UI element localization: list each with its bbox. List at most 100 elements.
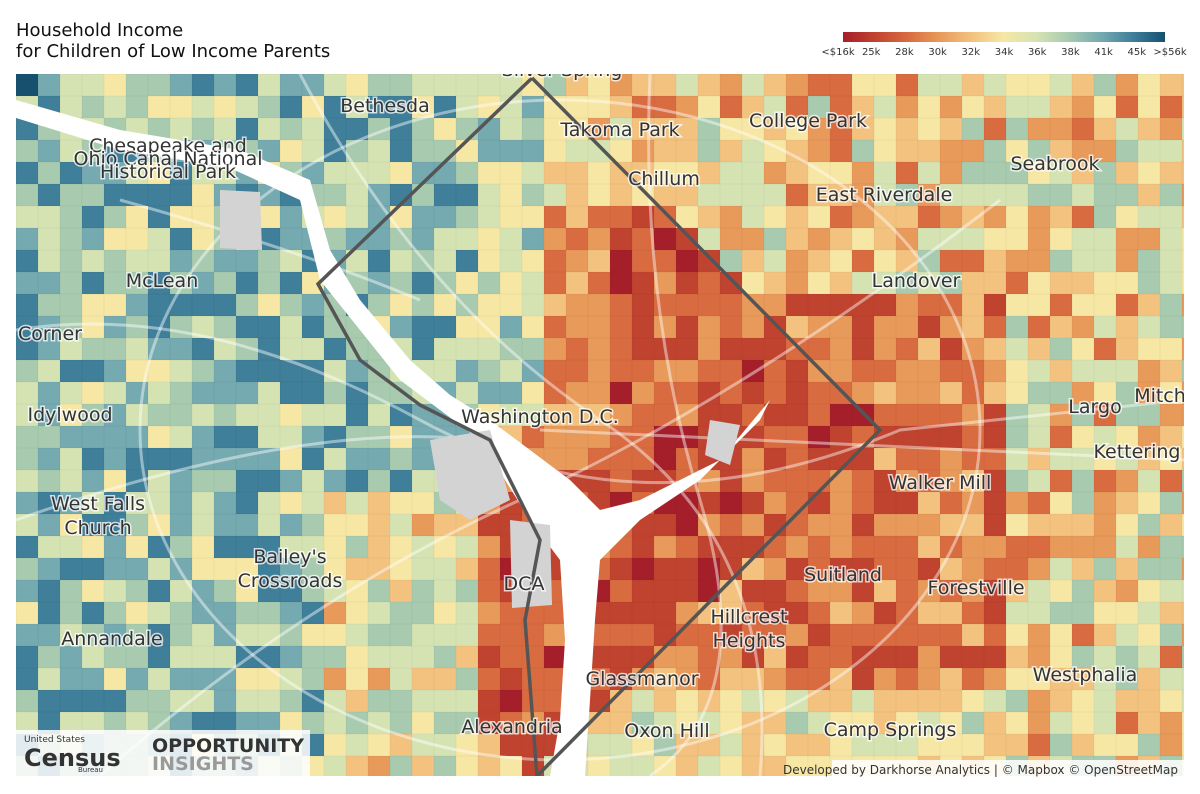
tract xyxy=(1181,315,1184,339)
tract xyxy=(1159,161,1183,185)
tract xyxy=(521,139,545,163)
tract xyxy=(433,601,457,625)
tract xyxy=(609,755,633,776)
tract xyxy=(1159,139,1183,163)
tract xyxy=(763,315,787,339)
tract xyxy=(1071,623,1095,647)
tract xyxy=(59,425,83,449)
tract xyxy=(455,205,479,229)
tract xyxy=(1027,95,1051,119)
tract xyxy=(279,95,303,119)
tract xyxy=(895,74,919,97)
tract xyxy=(939,689,963,713)
tract xyxy=(213,315,237,339)
tract xyxy=(1005,645,1029,669)
tract xyxy=(1071,293,1095,317)
tract xyxy=(16,161,39,185)
tract xyxy=(1071,601,1095,625)
tract xyxy=(81,183,105,207)
tract xyxy=(323,491,347,515)
tract xyxy=(543,359,567,383)
tract xyxy=(1159,359,1183,383)
tract xyxy=(1049,359,1073,383)
tract xyxy=(1027,579,1051,603)
tract xyxy=(81,535,105,559)
tract xyxy=(983,337,1007,361)
tract xyxy=(675,623,699,647)
tract xyxy=(807,425,831,449)
tract xyxy=(477,601,501,625)
tract xyxy=(1159,711,1183,735)
tract xyxy=(367,249,391,273)
tract xyxy=(895,359,919,383)
tract xyxy=(961,183,985,207)
tract xyxy=(1005,689,1029,713)
tract xyxy=(411,579,435,603)
tract xyxy=(653,359,677,383)
tract xyxy=(499,689,523,713)
tract xyxy=(961,161,985,185)
tract xyxy=(565,381,589,405)
tract xyxy=(1137,491,1161,515)
tract xyxy=(697,337,721,361)
tract xyxy=(367,733,391,757)
tract xyxy=(983,381,1007,405)
place-line: West Falls xyxy=(51,493,145,515)
tract xyxy=(169,425,193,449)
title-line: Household Income xyxy=(16,20,183,41)
tract xyxy=(81,601,105,625)
tract xyxy=(1005,733,1029,757)
tract xyxy=(389,293,413,317)
tract xyxy=(16,271,39,295)
tract xyxy=(1027,711,1051,735)
tract xyxy=(103,579,127,603)
tract xyxy=(939,491,963,515)
tract xyxy=(1049,601,1073,625)
tract xyxy=(1049,183,1073,207)
tract xyxy=(961,601,985,625)
legend-label: 25k xyxy=(862,47,881,58)
tract xyxy=(719,161,743,185)
tract xyxy=(1071,227,1095,251)
tract xyxy=(103,689,127,713)
tract xyxy=(191,491,215,515)
tract xyxy=(719,491,743,515)
tract xyxy=(1159,74,1183,97)
tract xyxy=(367,535,391,559)
tract xyxy=(609,645,633,669)
legend-label: 34k xyxy=(995,47,1014,58)
tract xyxy=(37,425,61,449)
tract xyxy=(939,601,963,625)
tract xyxy=(939,645,963,669)
tract xyxy=(103,337,127,361)
tract xyxy=(961,733,985,757)
tract xyxy=(279,139,303,163)
tract xyxy=(389,315,413,339)
tract xyxy=(235,601,259,625)
tract xyxy=(59,183,83,207)
tract xyxy=(191,645,215,669)
place-line: Mitch xyxy=(1134,385,1186,407)
tract xyxy=(1181,667,1184,691)
tract xyxy=(1005,381,1029,405)
tract xyxy=(917,161,941,185)
tract xyxy=(279,315,303,339)
tract xyxy=(279,271,303,295)
tract xyxy=(1093,469,1117,493)
tract xyxy=(477,579,501,603)
tract xyxy=(477,667,501,691)
tract xyxy=(1071,733,1095,757)
tract xyxy=(389,755,413,776)
tract xyxy=(301,513,325,537)
tract xyxy=(1049,689,1073,713)
tract xyxy=(719,271,743,295)
tract xyxy=(763,557,787,581)
tract xyxy=(565,249,589,273)
tract xyxy=(37,205,61,229)
tract xyxy=(257,381,281,405)
tract xyxy=(961,95,985,119)
tract xyxy=(917,403,941,427)
tract xyxy=(1005,667,1029,691)
tract xyxy=(609,337,633,361)
tract xyxy=(895,579,919,603)
